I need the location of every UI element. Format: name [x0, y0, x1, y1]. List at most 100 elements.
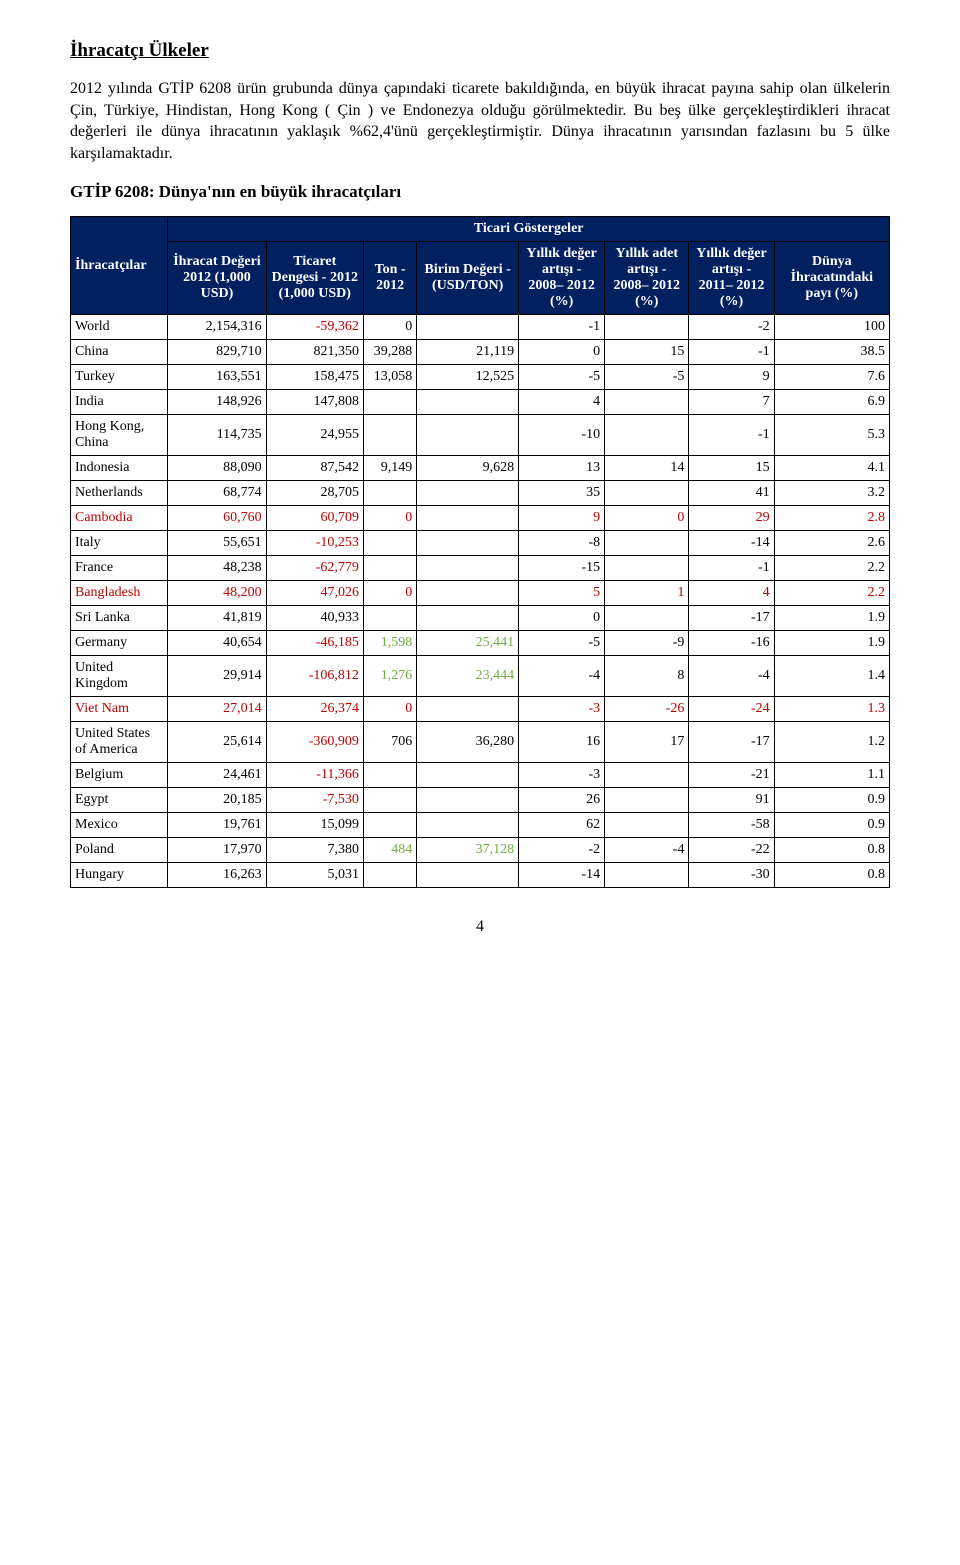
table-cell: 4 [689, 581, 774, 606]
table-cell: 0.9 [774, 813, 889, 838]
table-cell: -3 [519, 763, 605, 788]
table-cell [363, 390, 416, 415]
table-cell [363, 863, 416, 888]
table-row: Bangladesh48,20047,02605142.2 [71, 581, 890, 606]
table-cell: 4.1 [774, 456, 889, 481]
table-row: Poland17,9707,38048437,128-2-4-220.8 [71, 838, 890, 863]
table-cell [363, 531, 416, 556]
table-cell: 25,441 [417, 631, 519, 656]
table-cell [363, 813, 416, 838]
body-paragraph: 2012 yılında GTİP 6208 ürün grubunda dün… [70, 78, 890, 164]
table-cell: 91 [689, 788, 774, 813]
table-cell: -5 [519, 631, 605, 656]
table-cell [605, 531, 689, 556]
table-cell: 9 [519, 506, 605, 531]
table-cell [417, 481, 519, 506]
table-cell: -10 [519, 415, 605, 456]
table-cell: 0 [519, 606, 605, 631]
table-cell: -106,812 [266, 656, 363, 697]
table-row: Viet Nam27,01426,3740-3-26-241.3 [71, 697, 890, 722]
table-cell [363, 606, 416, 631]
table-cell: 68,774 [168, 481, 266, 506]
table-cell: -9 [605, 631, 689, 656]
col-header-top: Ticari Göstergeler [168, 217, 890, 242]
table-title: GTİP 6208: Dünya'nın en büyük ihracatçıl… [70, 182, 890, 202]
table-row: United States of America25,614-360,90970… [71, 722, 890, 763]
table-cell: 0 [519, 340, 605, 365]
table-cell: 2.2 [774, 556, 889, 581]
table-cell: -24 [689, 697, 774, 722]
table-cell [417, 531, 519, 556]
row-label: United Kingdom [71, 656, 168, 697]
table-cell [605, 415, 689, 456]
table-cell [605, 606, 689, 631]
col-header-2: Ticaret Dengesi - 2012 (1,000 USD) [266, 242, 363, 315]
table-cell: 28,705 [266, 481, 363, 506]
table-cell: 41 [689, 481, 774, 506]
row-label: World [71, 315, 168, 340]
table-cell [417, 606, 519, 631]
table-cell: -1 [519, 315, 605, 340]
table-cell [417, 415, 519, 456]
table-cell: 8 [605, 656, 689, 697]
table-header-row-1: İhracatçılar Ticari Göstergeler [71, 217, 890, 242]
section-title: İhracatçı Ülkeler [70, 40, 890, 62]
row-label: France [71, 556, 168, 581]
table-cell: 0 [363, 506, 416, 531]
table-cell: 48,238 [168, 556, 266, 581]
table-row: Belgium24,461-11,366-3-211.1 [71, 763, 890, 788]
table-cell [363, 481, 416, 506]
table-cell: 829,710 [168, 340, 266, 365]
table-cell: 29 [689, 506, 774, 531]
table-cell: 148,926 [168, 390, 266, 415]
row-label: Bangladesh [71, 581, 168, 606]
table-cell: 16 [519, 722, 605, 763]
table-cell: -2 [689, 315, 774, 340]
table-cell [417, 788, 519, 813]
row-label: Hong Kong, China [71, 415, 168, 456]
table-cell: 55,651 [168, 531, 266, 556]
table-row: United Kingdom29,914-106,8121,27623,444-… [71, 656, 890, 697]
table-cell: -1 [689, 415, 774, 456]
table-cell: 9 [689, 365, 774, 390]
table-row: Mexico19,76115,09962-580.9 [71, 813, 890, 838]
table-cell: 21,119 [417, 340, 519, 365]
table-cell: 1 [605, 581, 689, 606]
table-cell: 26,374 [266, 697, 363, 722]
table-row: Netherlands68,77428,70535413.2 [71, 481, 890, 506]
table-row: Turkey163,551158,47513,05812,525-5-597.6 [71, 365, 890, 390]
table-head: İhracatçılar Ticari Göstergeler İhracat … [71, 217, 890, 315]
table-cell: 1.2 [774, 722, 889, 763]
table-row: China829,710821,35039,28821,119015-138.5 [71, 340, 890, 365]
table-row: France48,238-62,779-15-12.2 [71, 556, 890, 581]
row-label: India [71, 390, 168, 415]
row-label: Hungary [71, 863, 168, 888]
table-cell: 24,955 [266, 415, 363, 456]
page-number: 4 [70, 918, 890, 936]
row-label: Sri Lanka [71, 606, 168, 631]
row-label: Egypt [71, 788, 168, 813]
table-cell: 40,933 [266, 606, 363, 631]
table-cell: -58 [689, 813, 774, 838]
table-row: Indonesia88,09087,5429,1499,6281314154.1 [71, 456, 890, 481]
table-cell: 15,099 [266, 813, 363, 838]
table-cell: 0.8 [774, 838, 889, 863]
table-cell: 37,128 [417, 838, 519, 863]
table-cell: 9,149 [363, 456, 416, 481]
table-cell: 0 [363, 315, 416, 340]
table-row: World2,154,316-59,3620-1-2100 [71, 315, 890, 340]
table-cell: 1.9 [774, 606, 889, 631]
table-cell: 47,026 [266, 581, 363, 606]
table-cell: 4 [519, 390, 605, 415]
table-cell: 1,598 [363, 631, 416, 656]
table-cell: 87,542 [266, 456, 363, 481]
table-cell: 6.9 [774, 390, 889, 415]
table-cell: 7,380 [266, 838, 363, 863]
table-cell: 2,154,316 [168, 315, 266, 340]
table-cell [605, 863, 689, 888]
table-cell: 26 [519, 788, 605, 813]
table-cell: 821,350 [266, 340, 363, 365]
table-cell: -11,366 [266, 763, 363, 788]
table-cell: 60,709 [266, 506, 363, 531]
table-cell: 29,914 [168, 656, 266, 697]
